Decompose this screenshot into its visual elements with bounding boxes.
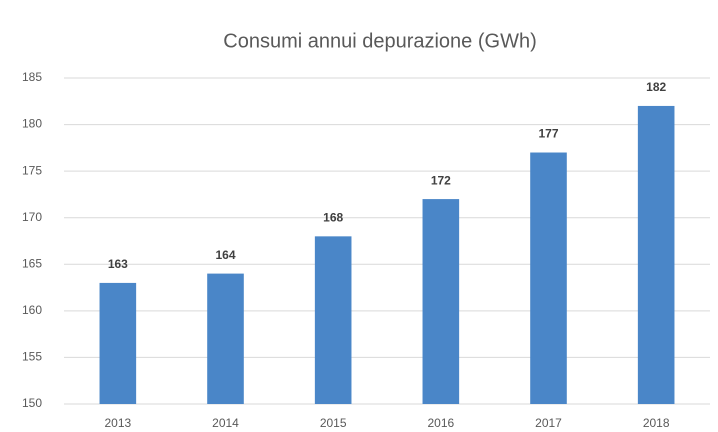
data-label: 164: [215, 248, 235, 262]
bar: [530, 152, 567, 404]
x-tick-label: 2013: [104, 416, 131, 430]
y-tick-label: 170: [22, 210, 42, 224]
x-tick-label: 2014: [212, 416, 239, 430]
bar: [422, 199, 460, 404]
y-tick-label: 165: [22, 256, 42, 270]
data-label: 182: [646, 80, 666, 94]
x-tick-label: 2018: [643, 416, 670, 430]
y-tick-label: 185: [22, 70, 42, 84]
chart-title: Consumi annui depurazione (GWh): [223, 30, 537, 52]
data-label: 172: [431, 173, 451, 187]
y-tick-label: 160: [22, 303, 42, 317]
y-tick-label: 150: [22, 396, 42, 410]
x-tick-label: 2015: [320, 416, 347, 430]
bar: [637, 105, 675, 404]
data-label: 163: [108, 257, 128, 271]
x-tick-label: 2016: [427, 416, 454, 430]
bar: [314, 236, 352, 404]
x-tick-label: 2017: [535, 416, 562, 430]
data-label: 168: [323, 211, 343, 225]
data-label: 177: [538, 127, 558, 141]
y-tick-label: 175: [22, 163, 42, 177]
bar: [99, 282, 137, 404]
y-tick-label: 180: [22, 117, 42, 131]
bar: [207, 273, 244, 404]
y-tick-label: 155: [22, 350, 42, 364]
